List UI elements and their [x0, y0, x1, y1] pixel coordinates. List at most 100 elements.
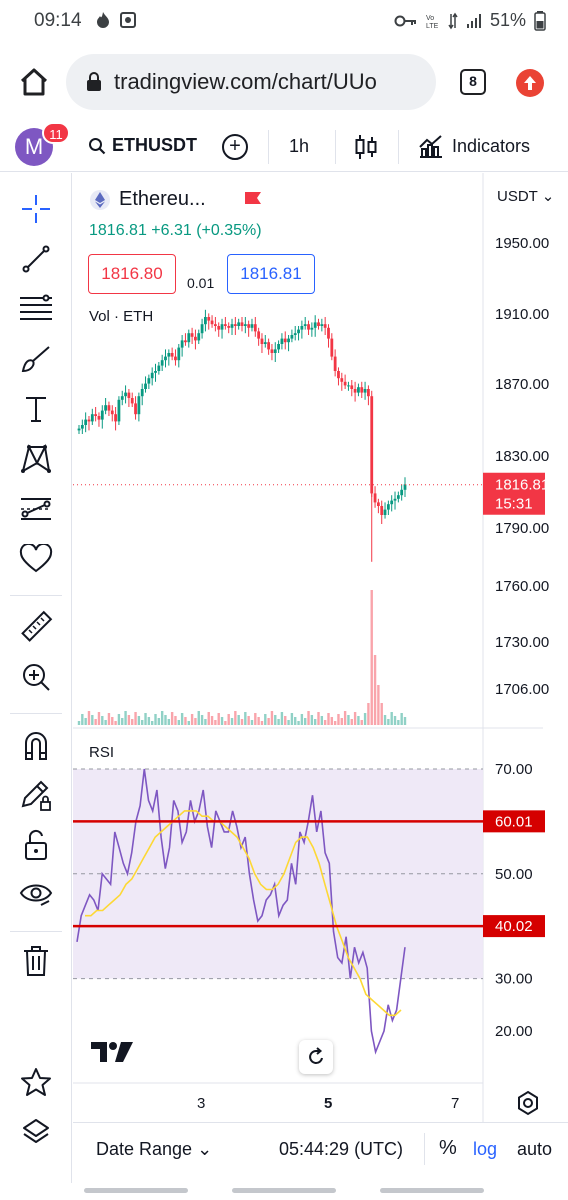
volume-bar: [127, 715, 131, 725]
candle-body: [137, 396, 141, 415]
volume-bar: [294, 717, 297, 725]
candle-body: [230, 324, 234, 328]
volume-bar: [134, 712, 137, 725]
volume-bar: [343, 711, 347, 725]
delete-tool[interactable]: [16, 941, 56, 981]
rsi-legend[interactable]: RSI: [89, 744, 115, 761]
candle-body: [233, 324, 237, 326]
volume-bar: [383, 715, 387, 725]
volume-bar: [197, 711, 200, 725]
hide-drawings-tool[interactable]: [16, 875, 56, 915]
volume-bar: [337, 714, 340, 725]
watchlist-star-tool[interactable]: [16, 1062, 56, 1102]
symbol-legend[interactable]: Ethereu...: [89, 188, 264, 211]
utc-clock[interactable]: 05:44:29 (UTC): [279, 1139, 404, 1159]
chart-type-button[interactable]: [354, 132, 378, 167]
nav-pill[interactable]: [380, 1188, 484, 1193]
indicators-button[interactable]: Indicators: [418, 133, 530, 159]
nav-pill[interactable]: [232, 1188, 336, 1193]
volume-bar: [114, 721, 117, 725]
lock-all-tool[interactable]: [16, 825, 56, 865]
indicators-icon: [419, 135, 442, 158]
rotate-icon: [309, 1047, 323, 1064]
volume-bar: [210, 716, 214, 725]
volume-bar: [187, 721, 190, 725]
volume-bar: [107, 713, 111, 725]
volume-legend[interactable]: Vol · ETH: [89, 308, 154, 325]
gear-icon: [518, 1090, 538, 1116]
toolbar-divider: [10, 931, 62, 932]
chart-canvas[interactable]: 1950.00 1910.00 1870.00 1830.00 1790.00 1760.…: [73, 173, 568, 1122]
fib-tool[interactable]: [16, 289, 56, 329]
volume-bar: [200, 715, 204, 725]
candle-body: [310, 327, 314, 330]
volume-bar: [360, 720, 363, 725]
reset-chart-button[interactable]: [299, 1040, 333, 1074]
volume-bar: [227, 714, 230, 725]
auto-toggle[interactable]: auto: [517, 1139, 553, 1159]
spread-value: 0.01: [187, 275, 215, 291]
chevron-down-icon: ⌄: [197, 1139, 213, 1159]
candle-body: [243, 324, 247, 326]
candle-body: [204, 317, 207, 325]
home-button[interactable]: [14, 62, 54, 102]
log-toggle[interactable]: log: [473, 1139, 498, 1159]
brush-tool[interactable]: [16, 339, 56, 379]
candle-body: [380, 506, 384, 515]
percent-toggle[interactable]: %: [439, 1137, 457, 1159]
candle-body: [376, 502, 380, 506]
volume-bar: [131, 719, 134, 725]
volume-bar: [277, 719, 280, 725]
volume-bar: [393, 716, 397, 725]
candle-body: [140, 389, 144, 397]
sell-button[interactable]: 1816.80: [88, 254, 176, 294]
buy-button[interactable]: 1816.81: [227, 254, 315, 294]
flag-icon[interactable]: [242, 190, 264, 210]
volume-bar: [141, 720, 144, 725]
candle-body: [383, 509, 387, 515]
lock-drawings-tool[interactable]: [16, 775, 56, 815]
update-button[interactable]: [516, 69, 544, 97]
candle-body: [180, 340, 184, 348]
price-tick-label: 1910.00: [495, 306, 549, 323]
settings-button[interactable]: [513, 1088, 543, 1118]
candle-body: [343, 381, 347, 386]
chart-area[interactable]: 1950.00 1910.00 1870.00 1830.00 1790.00 1760.…: [73, 173, 568, 1183]
interval-button[interactable]: 1h: [289, 136, 310, 156]
text-tool[interactable]: [16, 389, 56, 429]
nav-pill[interactable]: [84, 1188, 188, 1193]
volume-bar: [167, 719, 171, 725]
trendline-tool[interactable]: [16, 239, 56, 279]
tradingview-logo[interactable]: [91, 1040, 135, 1069]
unlock-icon: [25, 829, 47, 860]
volume-bar: [117, 714, 121, 725]
tabs-button[interactable]: 8: [460, 69, 486, 95]
address-bar[interactable]: tradingview.com/chart/UUo: [66, 54, 436, 110]
measure-tool[interactable]: [16, 607, 56, 647]
status-right: Vo LTE 51%: [394, 10, 546, 31]
candle-body: [84, 419, 88, 425]
date-range-button[interactable]: Date Range ⌄: [96, 1139, 212, 1160]
candle-body: [327, 327, 330, 339]
volume-bar: [94, 719, 97, 725]
svg-text:LTE: LTE: [426, 23, 439, 30]
candle-body: [370, 396, 374, 494]
volume-bar: [144, 713, 147, 725]
candle-body: [104, 405, 108, 411]
price-change: 1816.81 +6.31 (+0.35%): [89, 222, 262, 239]
add-symbol-button[interactable]: +: [222, 134, 248, 160]
zoom-in-icon: [23, 664, 50, 691]
object-tree-tool[interactable]: [16, 1112, 56, 1152]
volume-bar: [270, 711, 274, 725]
magnet-tool[interactable]: [16, 725, 56, 765]
favorites-tool[interactable]: [16, 539, 56, 579]
pattern-tool[interactable]: [16, 439, 56, 479]
rsi-tick-label: 30.00: [495, 971, 533, 988]
candle-body: [293, 333, 297, 335]
currency-select[interactable]: USDT ⌄: [497, 187, 554, 205]
symbol-search[interactable]: ETHUSDT: [88, 135, 197, 156]
zoom-tool[interactable]: [16, 657, 56, 697]
crosshair-tool[interactable]: [16, 189, 56, 229]
last-price-label: 1816.81: [495, 477, 549, 494]
forecast-tool[interactable]: [16, 489, 56, 529]
